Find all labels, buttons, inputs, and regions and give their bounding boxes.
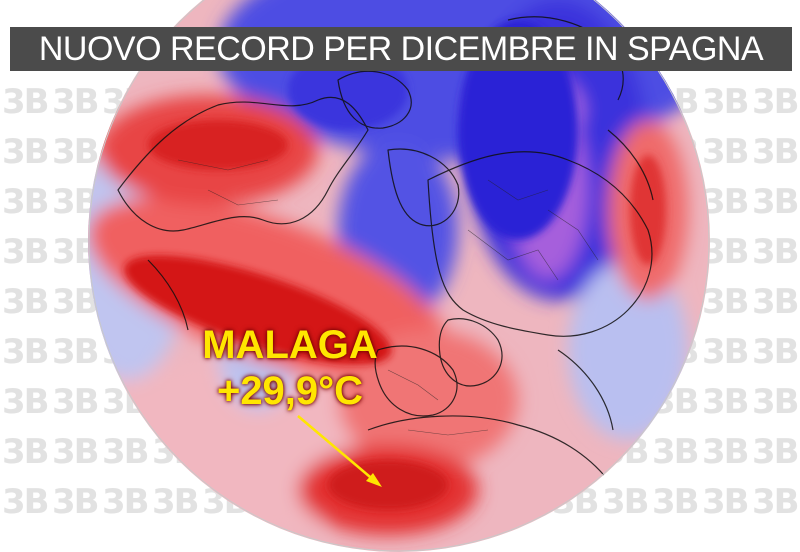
watermark-logo: 3B — [752, 382, 800, 422]
watermark-logo: 3B — [2, 282, 50, 322]
watermark-logo: 3B — [2, 332, 50, 372]
watermark-logo: 3B — [752, 232, 800, 272]
strong-cold-core — [458, 20, 578, 240]
malaga-callout: MALAGA +29,9°C — [190, 322, 390, 414]
watermark-logo: 3B — [752, 282, 800, 322]
callout-temperature: +29,9°C — [216, 369, 364, 413]
strong-warm-core — [148, 120, 288, 170]
watermark-logo: 3B — [2, 482, 50, 522]
country-borders — [177, 159, 599, 436]
watermark-logo: 3B — [752, 432, 800, 472]
callout-city: MALAGA — [202, 323, 378, 367]
watermark-logo: 3B — [2, 432, 50, 472]
temperature-anomaly-map — [88, 0, 710, 552]
watermark-logo: 3B — [2, 232, 50, 272]
watermark-logo: 3B — [2, 82, 50, 122]
watermark-logo: 3B — [2, 182, 50, 222]
strong-warm-core — [630, 155, 666, 265]
headline-banner: NUOVO RECORD PER DICEMBRE IN SPAGNA — [10, 27, 792, 71]
watermark-logo: 3B — [752, 332, 800, 372]
warm-anomaly-region — [338, 330, 518, 470]
watermark-logo: 3B — [752, 482, 800, 522]
watermark-logo: 3B — [2, 132, 50, 172]
headline-text: NUOVO RECORD PER DICEMBRE IN SPAGNA — [38, 29, 764, 68]
watermark-logo: 3B — [2, 382, 50, 422]
strong-warm-core — [124, 255, 392, 365]
watermark-logo: 3B — [752, 82, 800, 122]
watermark-logo: 3B — [752, 182, 800, 222]
cold-anomaly-region — [568, 260, 688, 440]
strong-warm-core — [328, 460, 448, 510]
watermark-logo: 3B — [752, 132, 800, 172]
coastline-outlines — [117, 16, 654, 481]
